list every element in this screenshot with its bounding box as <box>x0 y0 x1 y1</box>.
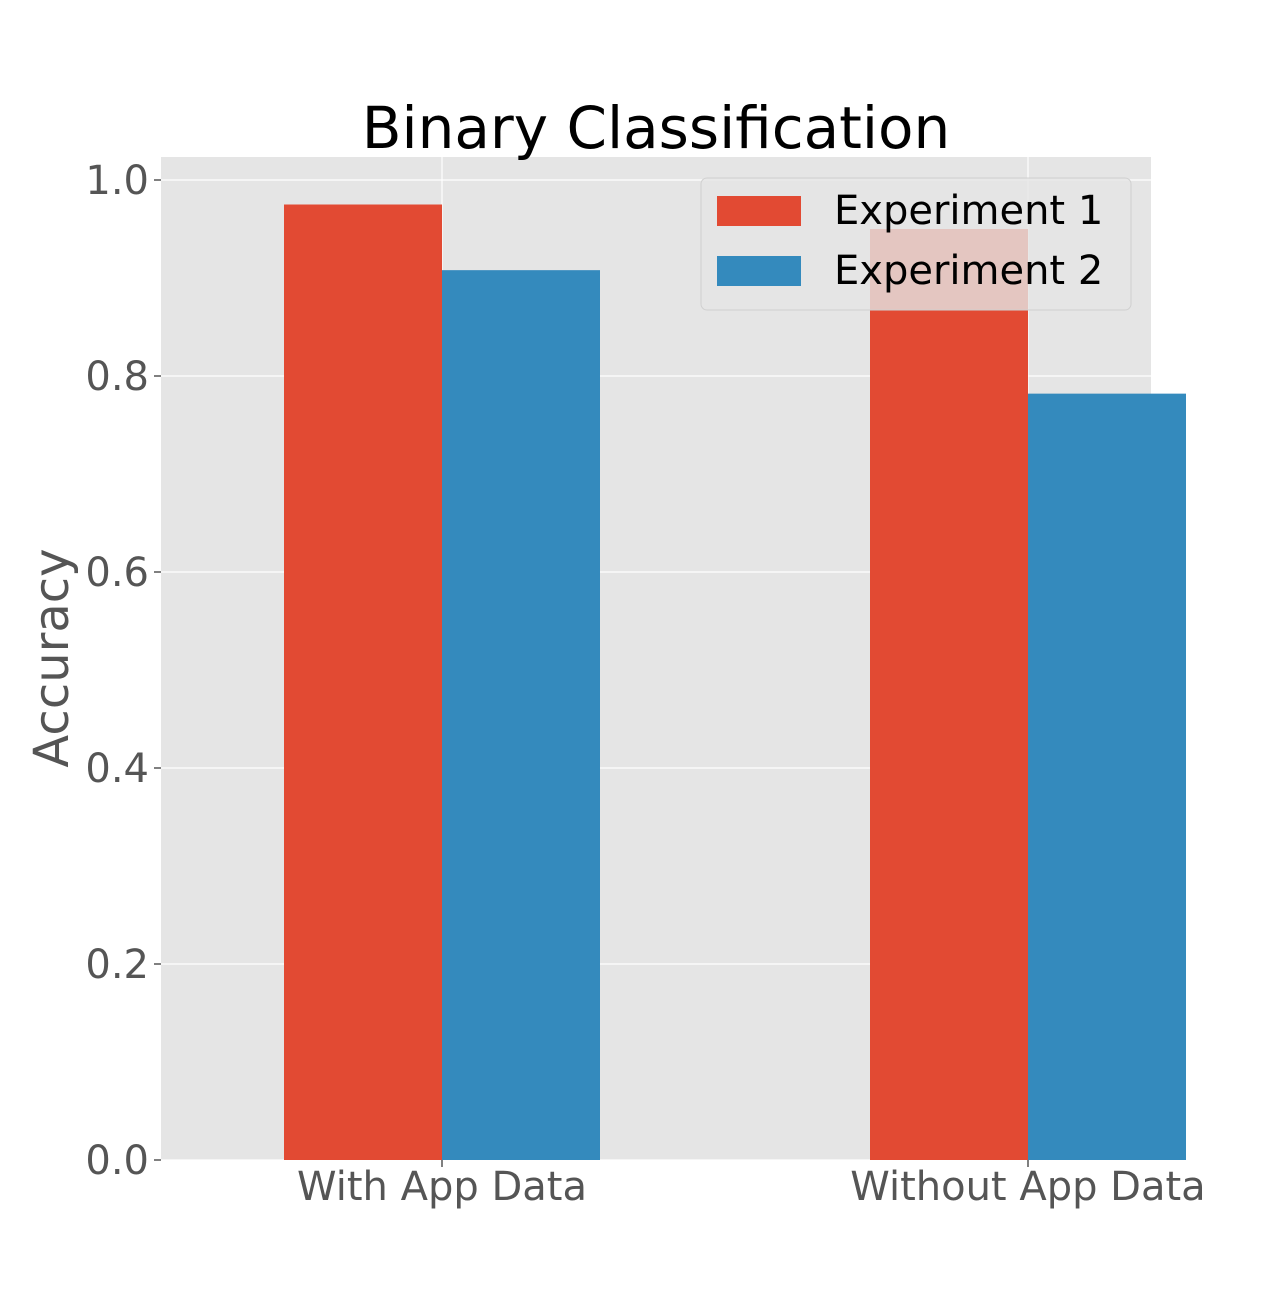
bar <box>1028 394 1186 1160</box>
bar <box>870 229 1028 1160</box>
legend-swatch <box>717 256 801 286</box>
y-axis-label: Accuracy <box>24 548 80 767</box>
chart-title: Binary Classification <box>362 94 951 162</box>
legend-label: Experiment 1 <box>834 188 1103 234</box>
y-tick-label: 0.0 <box>85 1138 149 1184</box>
y-tick-label: 0.8 <box>85 354 149 400</box>
bar <box>442 270 600 1160</box>
x-tick-label: Without App Data <box>850 1164 1205 1210</box>
legend-label: Experiment 2 <box>834 248 1103 294</box>
y-tick-label: 0.6 <box>85 550 149 596</box>
y-tick-label: 0.2 <box>85 942 149 988</box>
y-tick-label: 0.4 <box>85 746 149 792</box>
y-axis-ticks: 0.0 0.2 0.4 0.6 0.8 1.0 <box>85 158 161 1184</box>
x-tick-label: With App Data <box>297 1164 587 1210</box>
bar <box>284 205 442 1161</box>
x-axis-ticks: With App Data Without App Data <box>297 1160 1206 1210</box>
legend: Experiment 1 Experiment 2 <box>701 178 1131 310</box>
y-tick-label: 1.0 <box>85 158 149 204</box>
legend-swatch <box>717 196 801 226</box>
